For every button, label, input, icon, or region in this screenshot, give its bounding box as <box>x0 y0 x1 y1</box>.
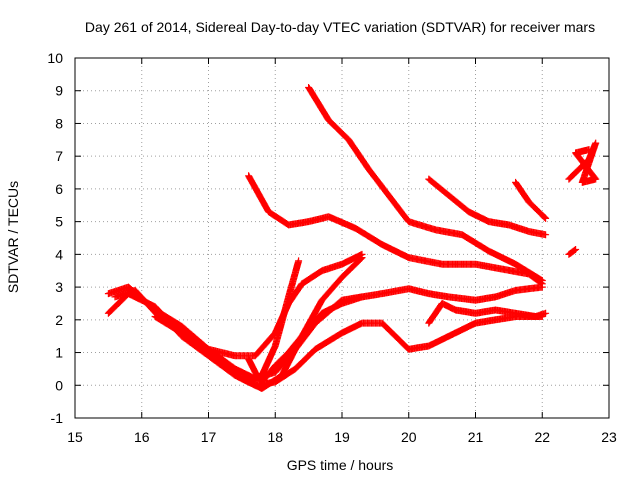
x-axis-title: GPS time / hours <box>287 457 394 473</box>
data-point-markers <box>305 84 546 284</box>
series-track-13 <box>565 139 600 186</box>
data-point-markers <box>565 139 600 186</box>
y-tick-label: 7 <box>55 148 63 164</box>
series-track-9 <box>425 175 550 239</box>
series-track-10 <box>512 178 550 222</box>
x-tick-label: 17 <box>201 429 217 445</box>
data-point-markers <box>245 257 303 386</box>
y-tick-label: 2 <box>55 312 63 328</box>
data-point-markers <box>245 172 546 288</box>
y-tick-label: 5 <box>55 214 63 230</box>
data-point-markers <box>425 300 550 327</box>
series-track-8 <box>245 257 303 386</box>
y-tick-label: 4 <box>55 246 63 262</box>
x-tick-label: 15 <box>67 429 83 445</box>
y-tick-label: 9 <box>55 83 63 99</box>
x-tick-label: 23 <box>601 429 617 445</box>
x-tick-label: 18 <box>267 429 283 445</box>
y-tick-label: 1 <box>55 345 63 361</box>
y-tick-label: 8 <box>55 115 63 131</box>
grid-lines <box>75 58 609 418</box>
series-track-6 <box>245 172 546 288</box>
data-point-markers <box>425 175 550 239</box>
y-axis-title: SDTVAR / TECUs <box>5 181 21 293</box>
data-marks <box>104 84 600 392</box>
x-tick-label: 20 <box>401 429 417 445</box>
x-tick-label: 16 <box>134 429 150 445</box>
series-track-7 <box>305 84 546 284</box>
x-tick-label: 22 <box>534 429 550 445</box>
y-tick-label: -1 <box>51 410 64 426</box>
data-point-markers <box>565 246 580 258</box>
series-track-12 <box>565 246 580 258</box>
x-tick-label: 19 <box>334 429 350 445</box>
y-tick-label: 0 <box>55 377 63 393</box>
data-point-markers <box>512 178 550 222</box>
y-tick-label: 6 <box>55 181 63 197</box>
y-tick-label: 10 <box>47 50 63 66</box>
y-tick-label: 3 <box>55 279 63 295</box>
x-tick-label: 21 <box>468 429 484 445</box>
series-track-11 <box>425 300 550 327</box>
chart-title: Day 261 of 2014, Sidereal Day-to-day VTE… <box>85 19 595 35</box>
